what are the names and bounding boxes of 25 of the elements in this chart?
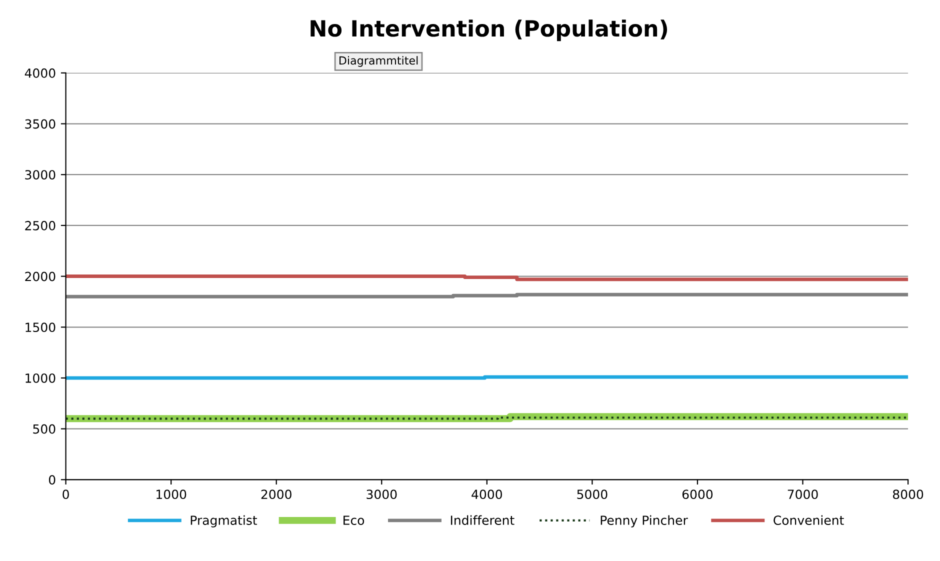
y-tick-label: 1000: [26, 373, 56, 383]
x-tick-label: 8000: [892, 490, 924, 500]
x-tick-label: 3000: [366, 490, 397, 500]
x-tick-label: 6000: [682, 490, 713, 500]
legend-label: Penny Pincher: [600, 515, 688, 528]
x-tick-label: 7000: [788, 490, 818, 500]
text: Diagrammtitel: [339, 56, 418, 67]
legend-label: Convenient: [774, 515, 844, 525]
y-tick-label: 1500: [26, 322, 56, 332]
chart-title: No Intervention (Population): [310, 20, 668, 42]
y-tick-label: 3000: [25, 170, 56, 180]
y-tick-label: 2500: [25, 220, 56, 230]
y-tick-label: 500: [33, 424, 56, 434]
y-tick-label: 2000: [25, 272, 56, 282]
y-tick-label: 4000: [24, 68, 56, 78]
legend-label: Indifferent: [450, 515, 514, 525]
x-tick-label: 5000: [577, 490, 608, 500]
y-tick-label: 3500: [25, 119, 56, 129]
y-tick-label: 0: [48, 475, 56, 485]
x-tick-label: 4000: [472, 490, 502, 500]
legend-label: Pragmatist: [190, 515, 258, 528]
legend-label: Eco: [344, 516, 364, 525]
x-tick-label: 0: [62, 490, 69, 500]
x-tick-label: 2000: [261, 490, 292, 500]
x-tick-label: 1000: [156, 490, 186, 500]
